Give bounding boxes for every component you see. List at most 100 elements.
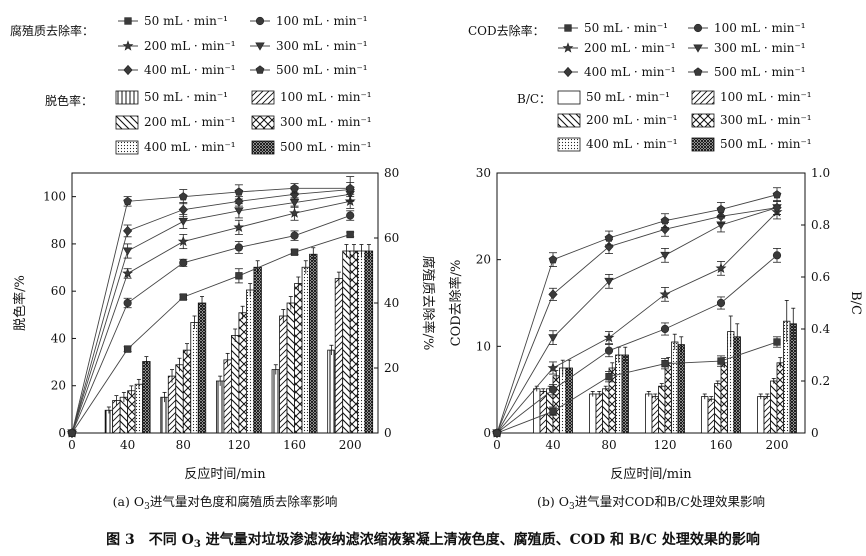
series-line-tri-down (71, 193, 351, 434)
series-line-square (496, 341, 778, 434)
y-tick-label-left: 20 (476, 253, 491, 267)
y-tick-label-right: 0.2 (811, 374, 830, 388)
point-circle (346, 211, 355, 220)
bar-legend-title: B/C： (517, 92, 551, 106)
legend-bar-swatch-dense (251, 140, 275, 155)
point-circle (123, 298, 132, 308)
bar-dots (615, 354, 623, 434)
point-pentagon (234, 187, 244, 196)
bar-dense (364, 250, 374, 434)
point-pentagon (660, 216, 670, 225)
bar-cross (720, 362, 728, 434)
legend-marker-diamond (123, 64, 133, 76)
point-star (177, 235, 189, 247)
x-tick-label: 160 (283, 438, 306, 452)
legend-label: 100 mL · min⁻¹ (714, 21, 806, 35)
point-star (715, 262, 727, 273)
bar-cross (664, 362, 672, 434)
point-pentagon (716, 204, 726, 214)
legend-bar-swatch-dense (691, 137, 715, 152)
legend-label: 400 mL · min⁻¹ (144, 140, 236, 154)
bar-diagonal (707, 398, 715, 434)
x-tick-label: 80 (176, 438, 191, 452)
line-legend-title: 腐殖质去除率： (10, 23, 94, 38)
series-line-pentagon (71, 187, 351, 434)
legend-label: 200 mL · min⁻¹ (584, 41, 676, 55)
bar-dense (789, 323, 797, 434)
legend-label: 200 mL · min⁻¹ (586, 113, 678, 127)
bar-backslash (658, 385, 666, 434)
point-star (547, 362, 559, 373)
y-tick-label-right: 0.4 (811, 322, 830, 336)
legend-bar-swatch-backslash (115, 115, 139, 130)
legend-bar-swatch-cross (691, 113, 715, 128)
y-tick-label-left: 10 (476, 339, 491, 353)
legend-bar-swatch-diagonal (691, 90, 715, 105)
point-diamond (772, 202, 782, 213)
y-tick-label-left: 40 (51, 331, 66, 345)
bar-cross (294, 283, 303, 434)
y-tick-label-right: 40 (384, 296, 399, 310)
y-tick-label-right: 20 (384, 361, 399, 375)
y-tick-label-left: 80 (51, 237, 66, 251)
legend-marker-circle (693, 23, 703, 33)
bar-vertical (160, 396, 169, 434)
point-diamond (178, 204, 188, 215)
point-pentagon (772, 190, 782, 199)
bar-vertical (327, 349, 336, 434)
x-axis-label-a: 反应时间/min (184, 466, 266, 482)
legend-bar-swatch-dots (115, 140, 139, 155)
y-tick-label-right: 0 (811, 426, 819, 440)
point-circle (660, 324, 670, 334)
y-tick-label-left: 30 (476, 166, 491, 180)
y-tick-label-left: 100 (43, 190, 66, 204)
x-tick-label: 0 (493, 438, 501, 452)
legend-marker-pentagon (693, 67, 703, 76)
line-legend-title: COD去除率： (468, 23, 545, 38)
legend-label: 500 mL · min⁻¹ (276, 63, 368, 77)
bar-dots (301, 266, 310, 434)
legend-label: 200 mL · min⁻¹ (144, 115, 236, 129)
bar-dense (677, 344, 685, 434)
chart-panel-b: COD去除率： B/C： 50 mL · min⁻¹ 100 mL · min⁻¹… (448, 21, 863, 512)
point-circle (234, 243, 243, 252)
legend-marker-pentagon (255, 65, 265, 74)
legend-bar-swatch-backslash (557, 113, 581, 128)
bar-backslash (770, 380, 778, 434)
point-tri-down (234, 207, 244, 216)
x-tick-label: 40 (545, 438, 560, 452)
bar-dense (142, 361, 151, 434)
bar-dots (134, 383, 144, 434)
legend-label: 100 mL · min⁻¹ (720, 90, 812, 104)
series-line-star (71, 200, 351, 434)
bar-diagonal (651, 396, 659, 434)
series-line-tri-down (496, 207, 778, 434)
chart-panel-a: 腐殖质去除率： 脱色率： 50 mL · min⁻¹ 100 mL · min⁻¹… (10, 14, 436, 512)
point-circle (772, 251, 782, 260)
bar-dense (309, 253, 318, 434)
series-line-circle (71, 215, 351, 434)
panel-caption-b: (b) O3进气量对COD和B/C处理效果影响 (537, 494, 765, 512)
x-axis-label-b: 反应时间/min (610, 466, 692, 482)
legend-label: 300 mL · min⁻¹ (714, 41, 806, 55)
bar-dots (357, 250, 366, 434)
point-pentagon (67, 428, 77, 437)
legend-bar-swatch-diagonal (251, 90, 275, 105)
x-tick-label: 200 (766, 438, 789, 452)
point-diamond (123, 225, 133, 236)
bar-backslash (342, 250, 351, 434)
bar-backslash (286, 302, 295, 434)
y-tick-label-right: 1.0 (811, 166, 830, 180)
bar-cross (238, 312, 247, 434)
legend-label: 50 mL · min⁻¹ (584, 21, 668, 35)
series-line-circle (496, 254, 778, 434)
bar-dense (253, 266, 262, 434)
legend-label: 200 mL · min⁻¹ (144, 39, 236, 53)
point-tri-down (178, 218, 188, 227)
point-square (123, 345, 132, 353)
point-diamond (548, 289, 558, 300)
series-line-diamond (71, 189, 351, 434)
legend-marker-star (562, 42, 574, 53)
bar-vertical (216, 380, 225, 434)
